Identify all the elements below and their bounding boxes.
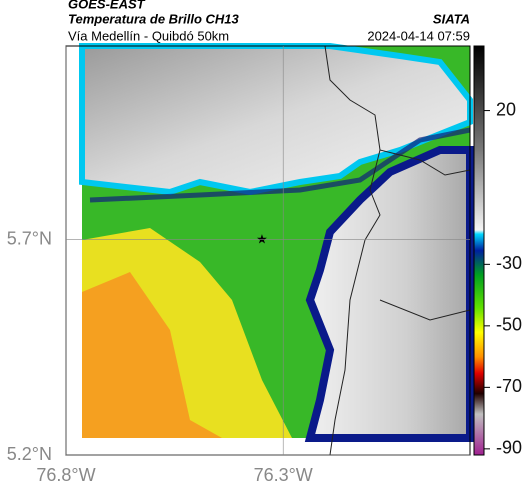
colorbar-tick-label: -70	[496, 376, 522, 396]
cold-edge	[89, 127, 471, 203]
y-tick-label: 5.7°N	[7, 228, 52, 248]
header-date: 2024-04-14 07:59	[367, 28, 470, 43]
colorbar-tick-label: -90	[496, 438, 522, 458]
colorbar	[473, 45, 485, 456]
satellite-image: ★	[65, 43, 474, 456]
x-tick-label: 76.3°W	[254, 465, 313, 485]
clear-sky-east	[304, 146, 474, 442]
location-star: ★	[256, 231, 268, 246]
border-line	[324, 45, 381, 456]
colorbar-tick-label: 20	[496, 99, 516, 119]
header-source: SIATA	[433, 11, 470, 26]
colorbar-tick-label: -50	[496, 315, 522, 335]
colorbar-tick-label: -30	[496, 253, 522, 273]
border-line	[379, 149, 471, 321]
header-subtitle: Temperatura de Brillo CH13	[68, 11, 240, 26]
orange-area	[82, 272, 222, 438]
x-tick-label: 76.8°W	[36, 465, 95, 485]
clear-sky-north	[79, 43, 473, 196]
y-tick-label: 5.2°N	[7, 444, 52, 464]
header: GOES-EAST Temperatura de Brillo CH13 Vía…	[68, 0, 470, 43]
header-title: GOES-EAST	[68, 0, 146, 11]
header-route: Vía Medellín - Quibdó 50km	[68, 28, 229, 43]
